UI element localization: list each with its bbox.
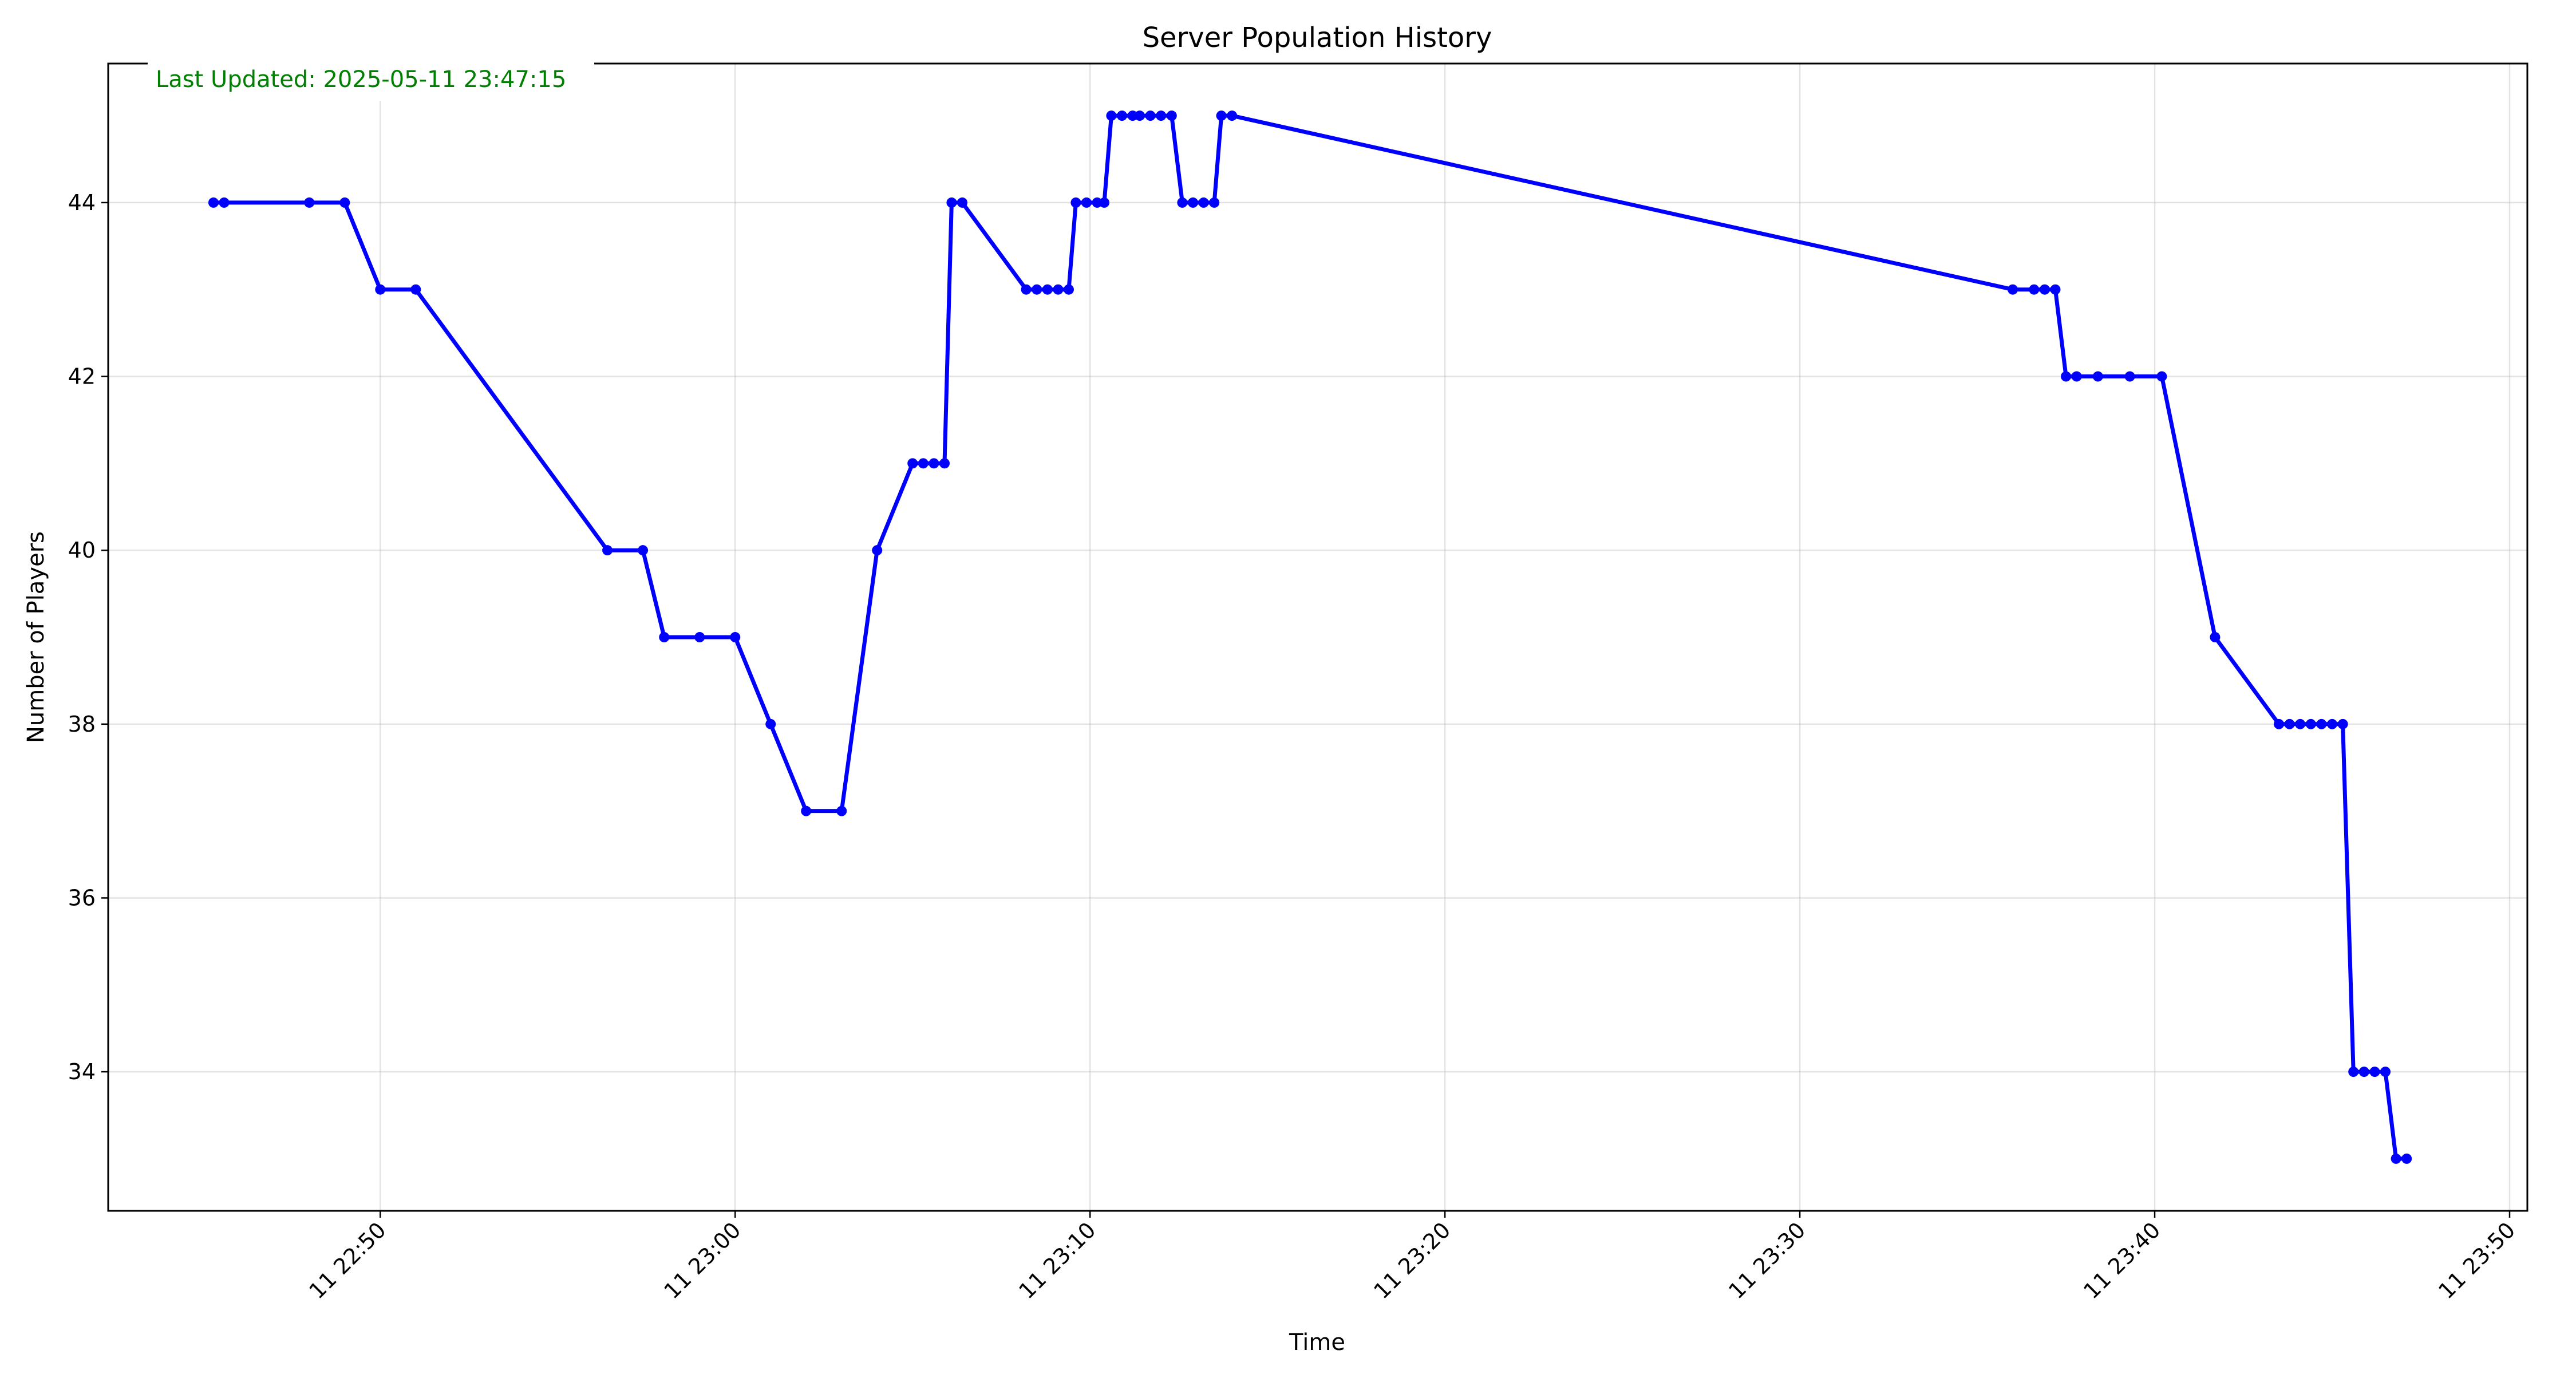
y-tick-label: 34 bbox=[68, 1059, 96, 1084]
data-point bbox=[1156, 110, 1167, 121]
data-point bbox=[2039, 284, 2050, 295]
data-point bbox=[1070, 197, 1081, 208]
annotation-box bbox=[148, 62, 594, 101]
data-point bbox=[1106, 110, 1117, 121]
data-point bbox=[2008, 284, 2018, 295]
chart-title: Server Population History bbox=[1143, 22, 1492, 54]
data-point bbox=[836, 806, 847, 816]
data-point bbox=[2305, 718, 2316, 729]
series-layer bbox=[208, 110, 2412, 1164]
data-point bbox=[1216, 110, 1227, 121]
data-point bbox=[1099, 197, 1109, 208]
data-point bbox=[2358, 1067, 2369, 1077]
data-point bbox=[957, 197, 968, 208]
data-point bbox=[2050, 284, 2061, 295]
data-point bbox=[219, 197, 230, 208]
plot-frame bbox=[107, 62, 2528, 1212]
data-point bbox=[2369, 1067, 2380, 1077]
data-point bbox=[1092, 197, 1103, 208]
data-point bbox=[2071, 371, 2082, 382]
data-point bbox=[1053, 284, 1064, 295]
data-point bbox=[929, 458, 939, 469]
data-point bbox=[1042, 284, 1053, 295]
data-point bbox=[1064, 284, 1074, 295]
data-point bbox=[1116, 110, 1127, 121]
data-point bbox=[2210, 632, 2221, 642]
data-point bbox=[2391, 1153, 2401, 1164]
y-tick-label: 40 bbox=[68, 538, 96, 563]
data-point bbox=[1166, 110, 1177, 121]
y-tick-label: 42 bbox=[68, 364, 96, 389]
data-point bbox=[907, 458, 918, 469]
data-point bbox=[2337, 718, 2348, 729]
data-point bbox=[2295, 718, 2306, 729]
data-point bbox=[304, 197, 315, 208]
data-point bbox=[2316, 718, 2327, 729]
x-axis-label: Time bbox=[1289, 1329, 1345, 1356]
data-point bbox=[208, 197, 219, 208]
last-updated-annotation: Last Updated: 2025-05-11 23:47:15 bbox=[156, 66, 566, 93]
data-point bbox=[1177, 197, 1188, 208]
data-point bbox=[1127, 110, 1138, 121]
data-point bbox=[946, 197, 957, 208]
data-point bbox=[1134, 110, 1145, 121]
data-point bbox=[1209, 197, 1220, 208]
data-point bbox=[694, 632, 705, 642]
data-point bbox=[2029, 284, 2040, 295]
data-point bbox=[2401, 1153, 2412, 1164]
data-point bbox=[2092, 371, 2103, 382]
data-point bbox=[730, 632, 741, 642]
data-point bbox=[2124, 371, 2135, 382]
data-point bbox=[1081, 197, 1092, 208]
data-point bbox=[602, 545, 613, 556]
data-point bbox=[1032, 284, 1042, 295]
data-point bbox=[1198, 197, 1209, 208]
y-axis: 34 36 38 40 42 44 bbox=[68, 190, 108, 1084]
data-point bbox=[2061, 371, 2072, 382]
data-point bbox=[2274, 718, 2285, 729]
data-point bbox=[339, 197, 350, 208]
data-point bbox=[872, 545, 883, 556]
data-point bbox=[939, 458, 950, 469]
grid bbox=[108, 64, 2527, 1211]
data-point bbox=[2156, 371, 2167, 382]
data-point bbox=[659, 632, 670, 642]
data-point bbox=[1227, 110, 1238, 121]
data-point bbox=[2348, 1067, 2359, 1077]
data-point bbox=[410, 284, 421, 295]
data-point bbox=[918, 458, 929, 469]
data-point bbox=[2380, 1067, 2391, 1077]
y-tick-label: 38 bbox=[68, 712, 96, 737]
y-tick-label: 36 bbox=[68, 885, 96, 910]
y-axis-label: Number of Players bbox=[23, 531, 49, 743]
data-point bbox=[801, 806, 812, 816]
data-point bbox=[1187, 197, 1198, 208]
y-tick-label: 44 bbox=[68, 190, 96, 215]
data-point bbox=[765, 718, 776, 729]
data-point bbox=[2327, 718, 2338, 729]
data-point bbox=[638, 545, 649, 556]
data-point bbox=[1021, 284, 1032, 295]
data-point bbox=[375, 284, 386, 295]
data-point bbox=[2284, 718, 2295, 729]
data-point bbox=[1145, 110, 1156, 121]
